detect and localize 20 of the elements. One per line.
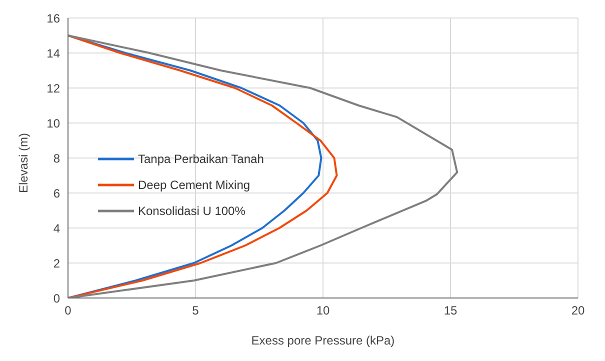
y-tick-label: 4 [53,221,60,236]
legend-label: Deep Cement Mixing [138,178,250,192]
y-tick-label: 12 [46,81,60,96]
y-tick-label: 10 [46,116,60,130]
legend-label: Tanpa Perbaikan Tanah [138,152,264,166]
x-tick-label: 0 [64,304,72,318]
y-tick-label: 6 [53,186,60,200]
y-tick-label: 14 [46,46,60,60]
y-axis-title: Elevasi (m) [16,132,30,193]
y-tick-label: 16 [46,11,60,26]
x-tick-label: 10 [316,304,330,318]
x-tick-label: 5 [192,304,200,318]
legend-label: Konsolidasi U 100% [138,204,246,218]
line-series [68,34,458,298]
x-tick-label: 20 [571,304,585,318]
y-tick-label: 0 [53,291,60,306]
x-tick-label: 15 [444,304,458,318]
y-tick-label: 2 [53,256,60,270]
y-tick-label: 8 [53,151,60,166]
x-axis-title: Exess pore Pressure (kPa) [251,334,395,348]
